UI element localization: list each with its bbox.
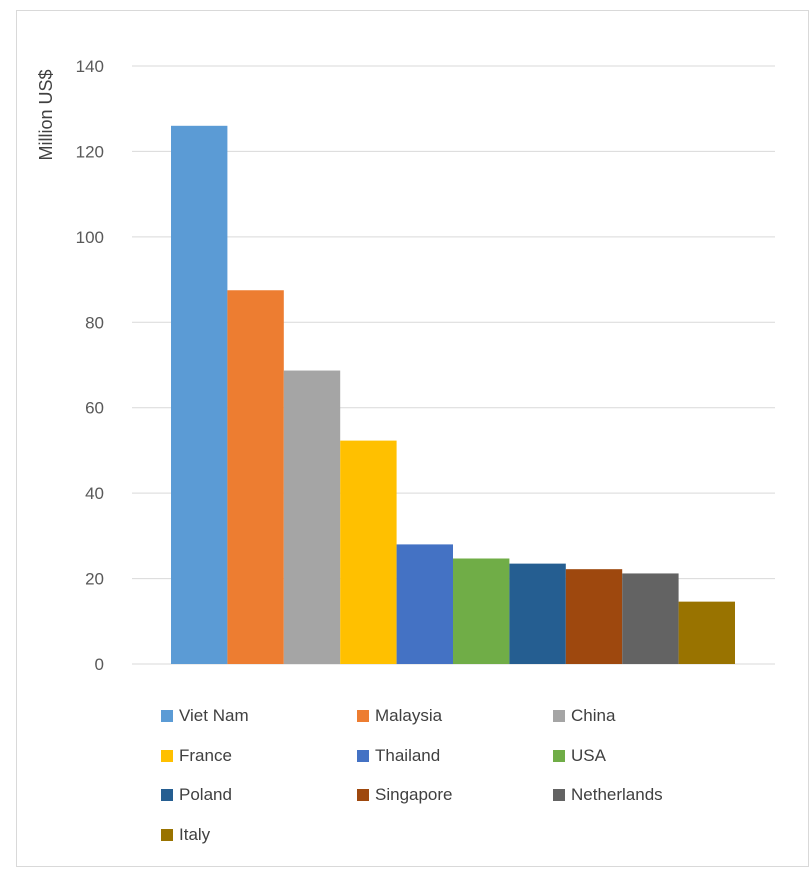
legend-item-thailand: Thailand	[357, 744, 440, 768]
bar-italy	[678, 601, 735, 664]
legend-item-malaysia: Malaysia	[357, 704, 442, 728]
legend-item-china: China	[553, 704, 615, 728]
y-tick-label: 80	[85, 313, 104, 332]
legend-label: USA	[571, 745, 606, 765]
y-tick-label: 0	[95, 655, 104, 674]
legend-swatch	[357, 710, 369, 722]
y-tick-label: 100	[76, 228, 104, 247]
y-tick-label: 40	[85, 484, 104, 503]
bar-france	[340, 440, 397, 664]
bar-usa	[453, 558, 510, 664]
legend-label: Thailand	[375, 745, 441, 765]
legend-swatch	[161, 710, 173, 722]
legend-item-usa: USA	[553, 744, 606, 768]
y-axis-ticks: 0 20 40 60 80 100 120 140	[76, 57, 104, 674]
legend-label: Malaysia	[375, 706, 443, 725]
bar-netherlands	[622, 573, 679, 664]
legend-swatch	[553, 789, 565, 801]
bar-malaysia	[227, 290, 284, 664]
bar-poland	[509, 563, 566, 664]
legend-label: France	[179, 745, 232, 765]
legend-swatch	[357, 789, 369, 801]
bars	[171, 125, 735, 665]
y-tick-label: 20	[85, 570, 104, 589]
legend-item-italy: Italy	[161, 823, 210, 847]
legend-item-singapore: Singapore	[357, 783, 453, 807]
legend-swatch	[161, 789, 173, 801]
legend-swatch	[357, 749, 369, 762]
bar-china	[283, 370, 341, 664]
legend-label: Italy	[179, 824, 211, 844]
bar-singapore	[565, 569, 623, 664]
legend-label: China	[571, 706, 616, 725]
bar-thailand	[396, 544, 453, 664]
legend-item-netherlands: Netherlands	[553, 783, 663, 807]
legend-label: Singapore	[375, 785, 453, 804]
legend-label: Netherlands	[571, 785, 663, 804]
y-tick-label: 140	[76, 57, 104, 76]
legend-label: Viet Nam	[179, 706, 249, 725]
y-tick-label: 60	[85, 399, 104, 418]
legend-swatch	[161, 749, 173, 762]
legend-swatch	[553, 749, 565, 762]
y-tick-label: 120	[76, 142, 104, 161]
legend-item-viet-nam: Viet Nam	[161, 704, 249, 728]
bar-viet-nam	[171, 125, 228, 665]
legend-swatch	[553, 710, 565, 722]
legend-label: Poland	[179, 785, 232, 804]
legend-item-france: France	[161, 744, 232, 768]
chart-frame	[16, 10, 809, 867]
y-axis-label: Million US$	[36, 69, 56, 160]
legend-swatch	[161, 828, 173, 841]
legend-item-poland: Poland	[161, 783, 232, 807]
